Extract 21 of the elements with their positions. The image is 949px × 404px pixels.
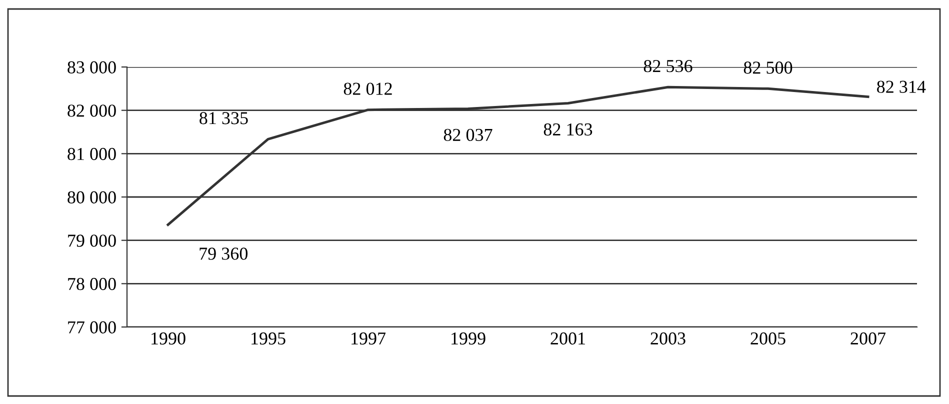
y-tick-label: 81 000 <box>68 148 116 160</box>
data-label: 82 163 <box>544 123 592 136</box>
y-tick-label: 80 000 <box>68 191 116 204</box>
data-label: 82 012 <box>344 82 392 95</box>
x-tick-label: 1995 <box>252 332 286 345</box>
y-tick-label: 77 000 <box>68 321 116 334</box>
x-tick-label: 2007 <box>850 332 886 345</box>
y-tick-label: 83 000 <box>68 61 116 74</box>
data-label: 81 335 <box>200 112 248 124</box>
x-tick-label: 2001 <box>550 332 585 345</box>
data-label: 79 360 <box>200 248 248 260</box>
x-tick-label: 2005 <box>750 332 786 345</box>
x-tick-label: 2003 <box>650 332 686 345</box>
y-tick-label: 82 000 <box>68 104 116 117</box>
data-label: 82 037 <box>444 128 492 142</box>
y-tick-label: 78 000 <box>68 278 116 290</box>
y-tick-label: 79 000 <box>68 234 116 247</box>
x-tick-label: 1999 <box>452 332 486 345</box>
x-tick-label: 1990 <box>152 332 186 345</box>
x-tick-label: 1997 <box>352 332 386 345</box>
data-label: 82 314 <box>877 80 926 93</box>
